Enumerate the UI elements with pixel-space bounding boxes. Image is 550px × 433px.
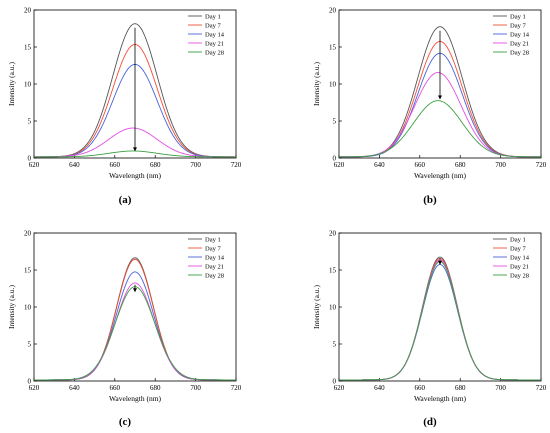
y-tick-label: 5 [28,118,32,126]
x-axis-label: Wavelength (nm) [109,171,162,180]
x-tick-label: 700 [495,384,506,392]
x-tick-label: 660 [110,161,121,169]
x-tick-label: 640 [374,161,385,169]
y-tick-label: 5 [28,341,32,349]
x-tick-label: 640 [374,384,385,392]
x-tick-label: 720 [536,161,547,169]
x-axis-label: Wavelength (nm) [414,394,467,403]
caption-b: (b) [423,194,437,206]
legend-label: Day 14 [205,255,225,262]
y-tick-label: 10 [24,81,32,89]
y-tick-label: 20 [24,230,32,238]
x-tick-label: 660 [415,384,426,392]
legend-label: Day 1 [205,14,221,21]
legend-label: Day 14 [205,32,225,39]
x-tick-label: 720 [231,384,242,392]
x-tick-label: 680 [150,161,161,169]
x-tick-label: 680 [455,384,466,392]
legend-label: Day 28 [205,50,224,57]
x-axis-label: Wavelength (nm) [109,394,162,403]
y-tick-label: 5 [333,341,337,349]
series-line-day-14 [339,263,541,381]
x-tick-label: 640 [69,384,80,392]
series-line-day-28 [338,100,541,158]
y-tick-label: 15 [24,44,32,52]
legend-label: Day 28 [510,273,529,280]
legend-label: Day 1 [205,237,221,244]
x-tick-label: 660 [415,161,426,169]
legend-label: Day 21 [205,41,224,48]
x-tick-label: 620 [334,161,345,169]
y-tick-label: 15 [329,267,337,275]
trend-arrow-head [438,95,442,100]
legend-label: Day 21 [510,264,529,271]
x-tick-label: 660 [110,384,121,392]
x-tick-label: 620 [29,384,40,392]
legend-label: Day 7 [510,23,526,30]
chart-panel-4: 620 640 660 680 700 720 0 5 10 15 20 Wavelength (nm… [312,230,547,404]
y-tick-label: 20 [329,7,337,15]
series-line-day-21 [34,282,236,381]
legend-label: Day 28 [205,273,224,280]
y-tick-label: 0 [28,378,32,386]
x-tick-label: 700 [190,384,201,392]
legend-label: Day 21 [205,264,224,271]
y-axis-label: Intensity (a.u.) [312,62,321,106]
y-tick-label: 0 [333,155,337,163]
x-tick-label: 700 [495,161,506,169]
trend-arrow-head [133,147,137,152]
chart-panel-2: 620 640 660 680 700 720 0 5 10 15 20 Wavelength (nm… [312,7,547,181]
trend-arrow-head [438,260,442,265]
x-tick-label: 720 [231,161,242,169]
y-tick-label: 15 [24,267,32,275]
y-tick-label: 5 [333,118,337,126]
y-axis-label: Intensity (a.u.) [312,285,321,329]
legend-label: Day 14 [510,255,530,262]
y-tick-label: 10 [24,304,32,312]
caption-a: (a) [118,194,132,206]
chart-panel-3: 620 640 660 680 700 720 0 5 10 15 20 Wavelength (nm… [7,230,242,404]
series-line-day-28 [34,286,236,381]
x-axis-label: Wavelength (nm) [414,171,467,180]
caption-c: (c) [118,416,132,428]
y-tick-label: 0 [28,155,32,163]
legend-label: Day 7 [205,246,221,253]
x-tick-label: 720 [536,384,547,392]
legend-label: Day 7 [510,246,526,253]
legend-label: Day 21 [510,41,529,48]
y-tick-label: 10 [329,81,337,89]
x-tick-label: 680 [455,161,466,169]
chart-panel-1: 620 640 660 680 700 720 0 5 10 15 20 Wavelength (nm… [7,7,242,181]
x-tick-label: 620 [29,161,40,169]
y-tick-label: 0 [333,378,337,386]
caption-d: (d) [423,416,437,428]
legend-label: Day 28 [510,50,529,57]
legend-label: Day 14 [510,32,530,39]
y-tick-label: 20 [24,7,32,15]
y-tick-label: 20 [329,230,337,238]
x-tick-label: 680 [150,384,161,392]
y-axis-label: Intensity (a.u.) [7,62,16,106]
y-axis-label: Intensity (a.u.) [7,285,16,329]
legend-label: Day 1 [510,237,526,244]
trend-arrow-head [133,288,137,293]
legend-label: Day 7 [205,23,221,30]
legend-label: Day 1 [510,14,526,21]
x-tick-label: 620 [334,384,345,392]
x-tick-label: 700 [190,161,201,169]
x-tick-label: 640 [69,161,80,169]
y-tick-label: 10 [329,304,337,312]
y-tick-label: 15 [329,44,337,52]
